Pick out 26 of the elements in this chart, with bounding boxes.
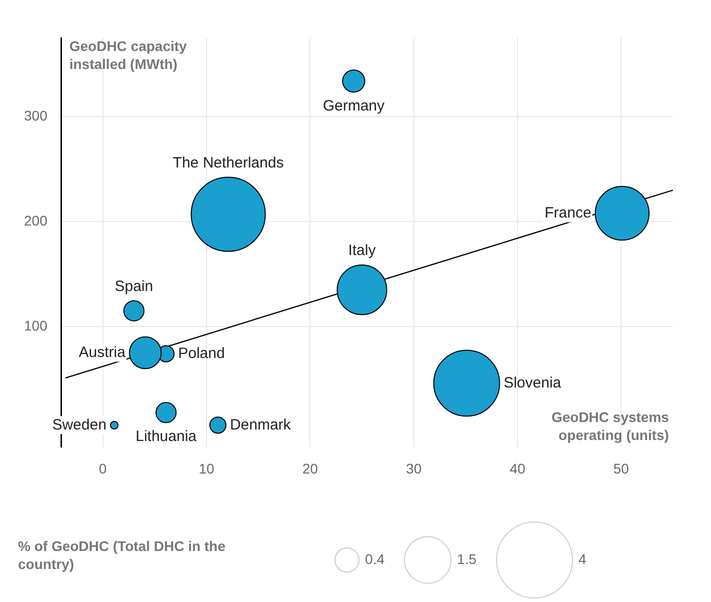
legend-title: % of GeoDHC (Total DHC in the country) — [18, 538, 226, 572]
x-axis-title: GeoDHC systems operating (units) — [551, 409, 670, 444]
x-tick-label: 10 — [198, 460, 214, 476]
x-tick-label: 30 — [406, 460, 422, 476]
legend-label: 1.5 — [457, 550, 477, 567]
series-label: The Netherlands — [172, 154, 284, 172]
x-tick-label: 50 — [613, 460, 630, 476]
y-tick-label: 100 — [24, 317, 48, 334]
series-label: Lithuania — [136, 428, 198, 445]
series-label: Slovenia — [504, 374, 562, 392]
series-label: Denmark — [230, 416, 292, 434]
x-tick-label: 20 — [302, 460, 318, 476]
series-label: Germany — [322, 97, 386, 114]
legend-label: 4 — [578, 550, 586, 567]
series-label: Austria — [78, 344, 126, 361]
y-tick-label: 300 — [24, 108, 48, 124]
series-label: Poland — [178, 344, 225, 362]
y-axis-title: GeoDHC capacity installed (MWth) — [69, 38, 188, 72]
y-tick-label: 200 — [24, 212, 48, 228]
series-label: France — [544, 204, 592, 222]
series-label: Italy — [348, 242, 376, 260]
x-tick-label: 40 — [510, 460, 526, 476]
series-label: Sweden — [52, 416, 106, 434]
x-tick-label: 0 — [98, 460, 107, 476]
series-label: Spain — [114, 278, 154, 295]
legend-label: 0.4 — [365, 550, 385, 567]
